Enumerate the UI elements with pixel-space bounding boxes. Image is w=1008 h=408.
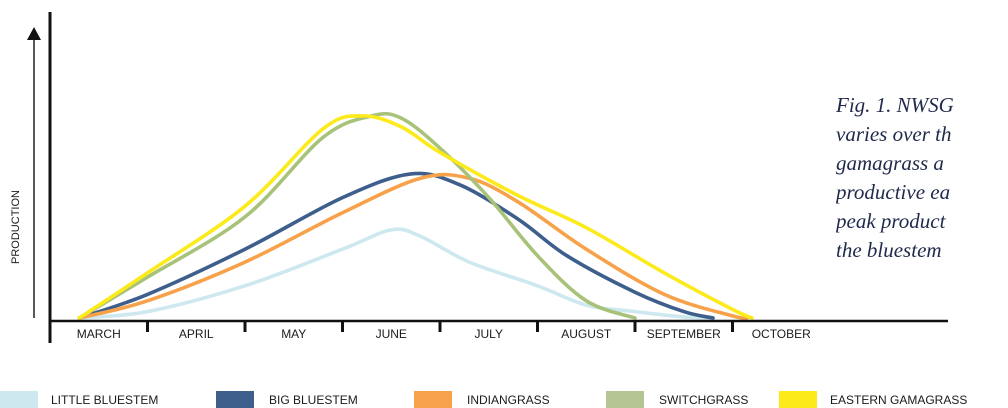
caption-line: Fig. 1. NWSG xyxy=(836,93,954,117)
legend-swatch-indiangrass xyxy=(414,391,452,408)
caption-line: productive ea xyxy=(836,180,951,204)
legend-swatch-little-bluestem xyxy=(0,391,38,408)
legend-item: SWITCHGRASS xyxy=(606,391,748,408)
legend-label: LITTLE BLUESTEM xyxy=(51,393,158,407)
month-label: JUNE xyxy=(376,327,407,341)
month-label: OCTOBER xyxy=(752,327,811,341)
caption-line: varies over th xyxy=(836,122,952,146)
series-line-indiangrass xyxy=(77,172,749,321)
month-label: JULY xyxy=(475,327,503,341)
month-ticks: MARCH APRIL MAY JUNE JULY AUGUST SEPTEMBER OCTO… xyxy=(77,321,811,341)
month-label: SEPTEMBER xyxy=(647,327,721,341)
series-line-switchgrass xyxy=(77,111,637,320)
legend-label: INDIANGRASS xyxy=(467,393,550,407)
caption-line: gamagrass a xyxy=(836,151,944,175)
legend-swatch-big-bluestem xyxy=(216,391,254,408)
legend-item: EASTERN GAMAGRASS xyxy=(779,391,967,408)
month-label: AUGUST xyxy=(561,327,612,341)
y-axis-arrowhead xyxy=(27,27,41,40)
legend-item: INDIANGRASS xyxy=(414,391,550,408)
legend-label: SWITCHGRASS xyxy=(659,393,748,407)
month-label: MAY xyxy=(281,327,306,341)
figure-caption: Fig. 1. NWSG varies over th gamagrass a … xyxy=(836,91,1008,265)
legend-label: EASTERN GAMAGRASS xyxy=(830,393,967,407)
y-axis-label: PRODUCTION xyxy=(10,190,22,264)
legend-item: LITTLE BLUESTEM xyxy=(0,391,158,408)
legend-swatch-eastern-gamagrass xyxy=(779,391,817,408)
series-line-big-bluestem xyxy=(77,171,715,320)
series-line-eastern-gamagrass xyxy=(77,114,754,320)
legend: LITTLE BLUESTEM BIG BLUESTEM INDIANGRASS… xyxy=(0,391,967,408)
month-label: MARCH xyxy=(77,327,121,341)
legend-swatch-switchgrass xyxy=(606,391,644,408)
legend-label: BIG BLUESTEM xyxy=(269,393,358,407)
legend-item: BIG BLUESTEM xyxy=(216,391,358,408)
caption-line: the bluestem xyxy=(836,238,942,262)
series-line-little-bluestem xyxy=(77,227,715,320)
month-label: APRIL xyxy=(179,327,214,341)
series-curves xyxy=(77,111,754,321)
axes: PRODUCTION xyxy=(10,12,948,343)
caption-line: peak product xyxy=(836,209,946,233)
